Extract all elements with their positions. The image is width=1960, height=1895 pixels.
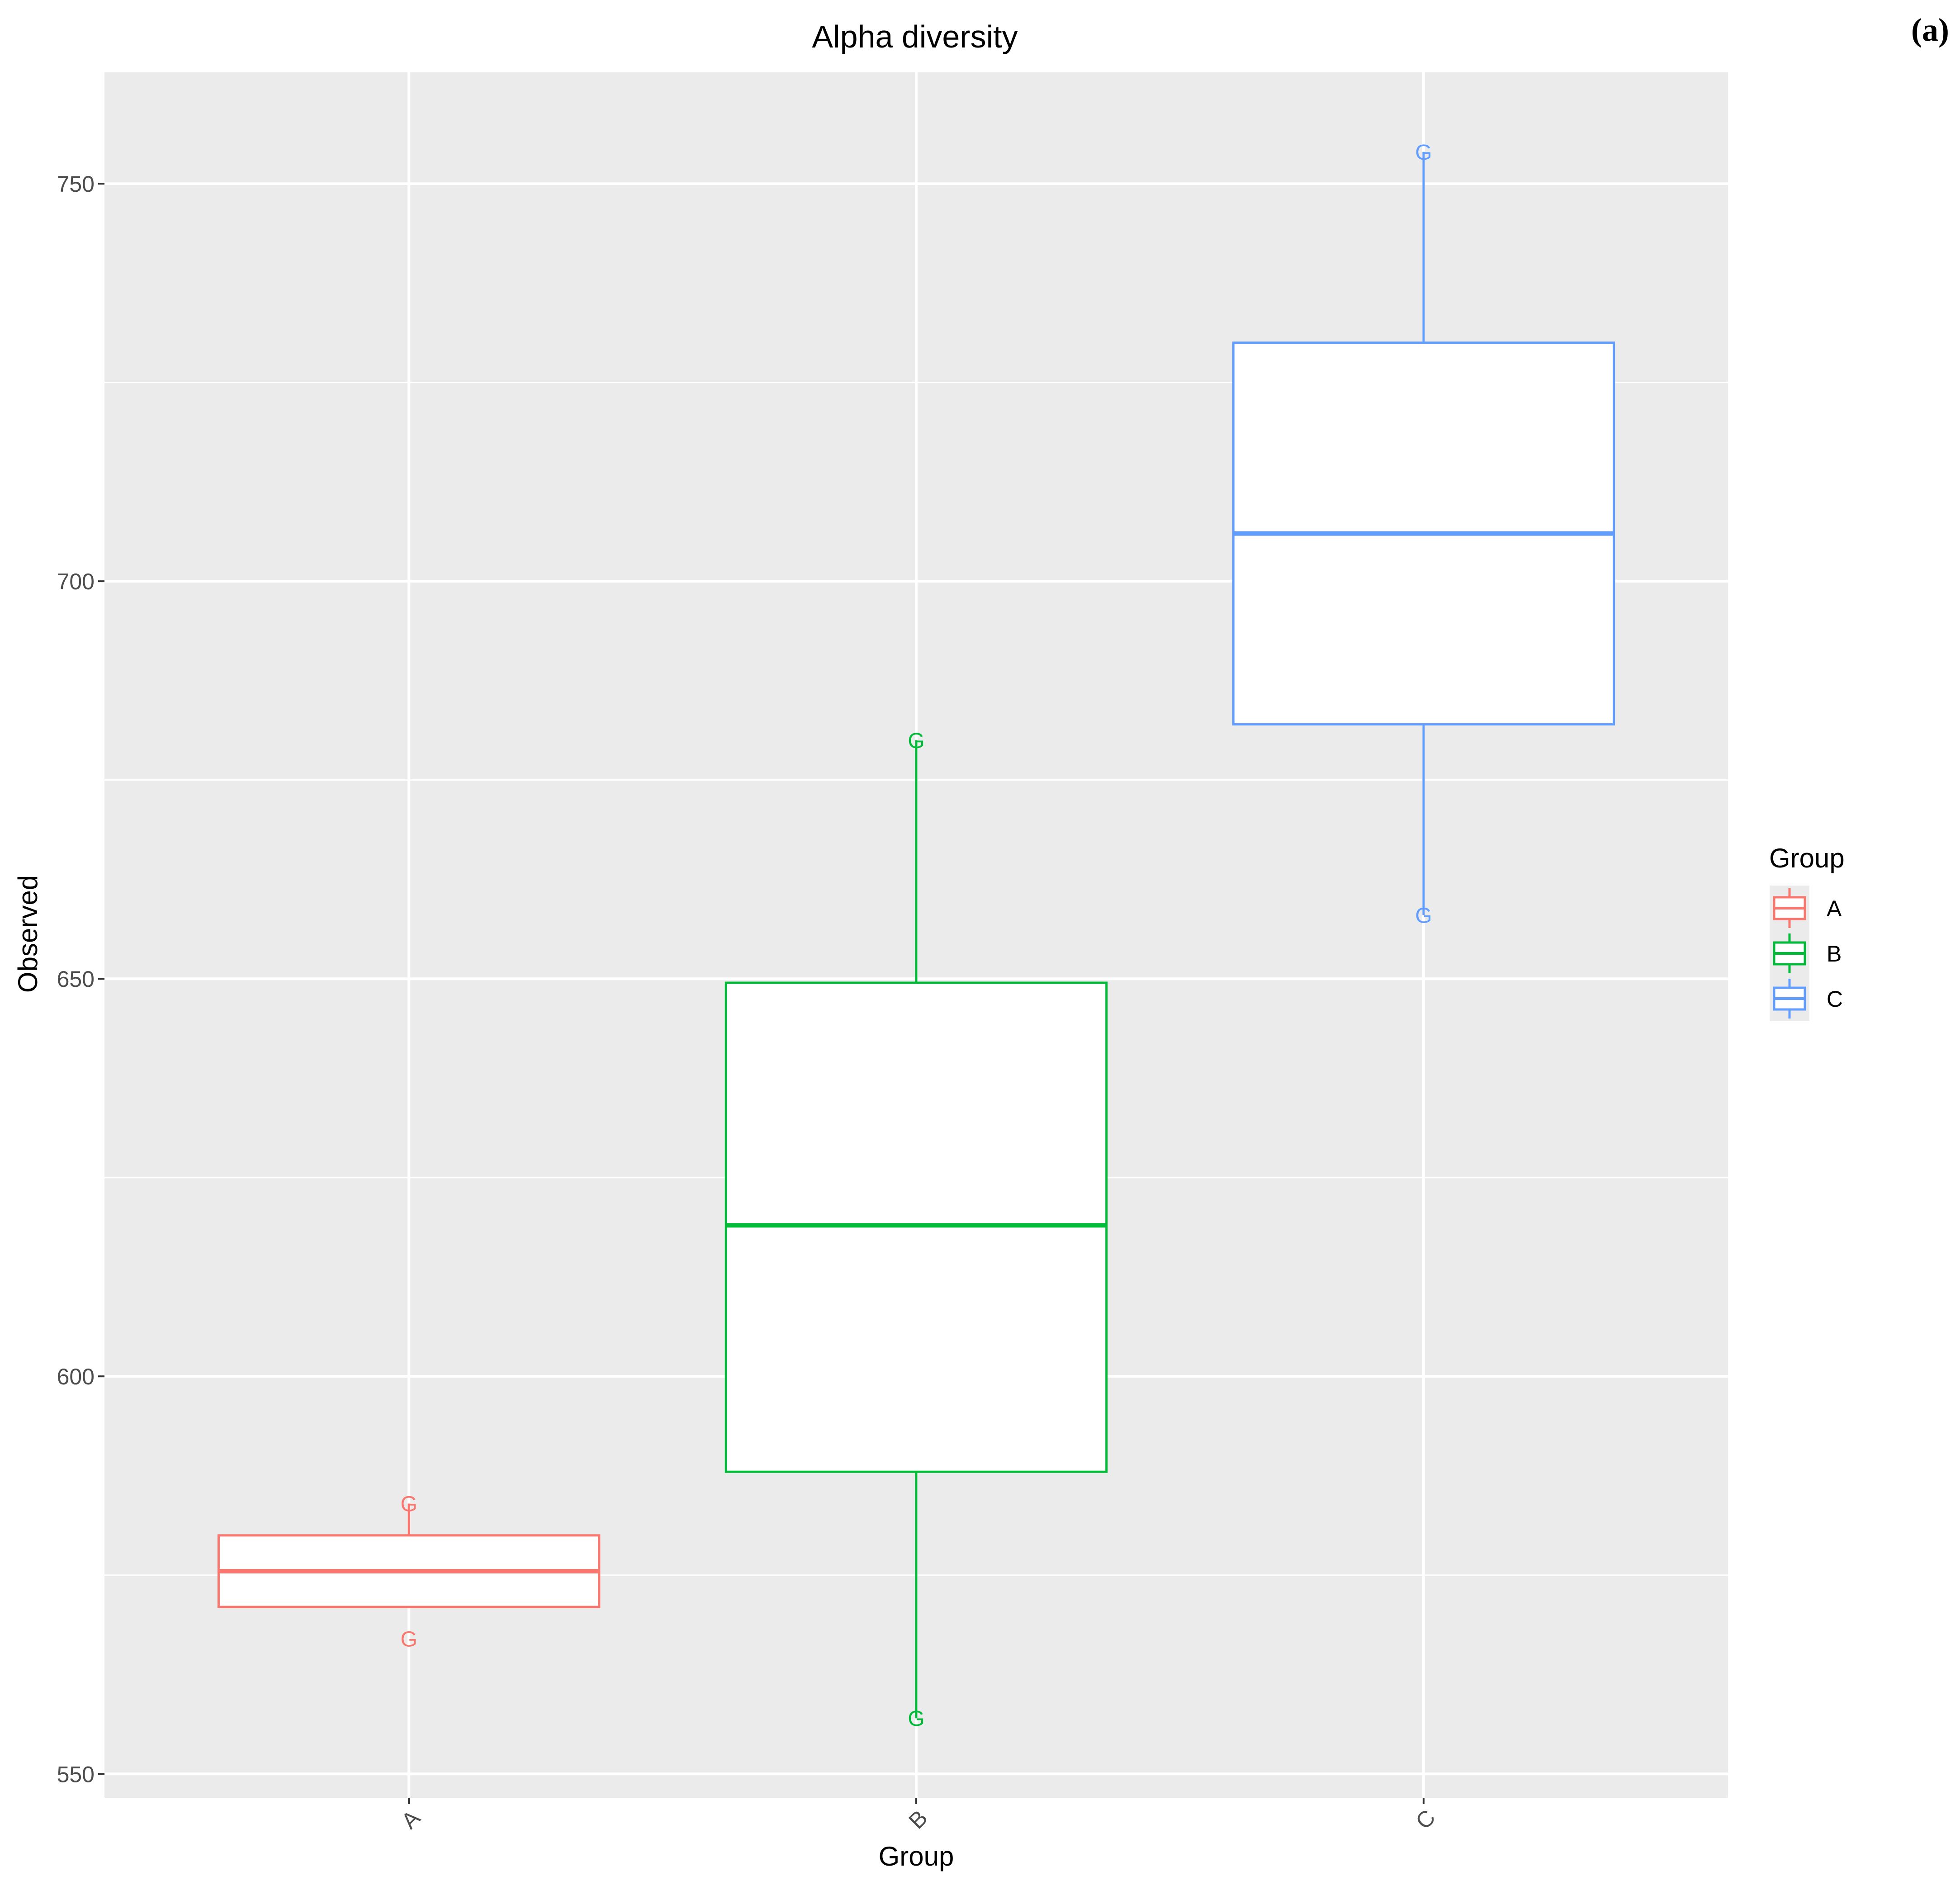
y-tick-label: 600: [57, 1364, 95, 1389]
box-group-c: GG: [1232, 141, 1615, 928]
legend-label: C: [1827, 986, 1843, 1012]
y-tick-label: 550: [57, 1762, 95, 1787]
legend-item-b: B: [1770, 931, 1842, 976]
data-point: G: [400, 1627, 417, 1651]
panel-label: (a): [1911, 12, 1949, 48]
data-point: G: [1415, 141, 1432, 165]
y-tick-label: 700: [57, 569, 95, 594]
legend-item-a: A: [1770, 886, 1842, 931]
y-axis: 550 600 650 700 750: [57, 171, 104, 1787]
legend-keys: ABC: [1770, 886, 1843, 1021]
box-group-b: GG: [724, 729, 1108, 1731]
chart-title: Alpha diversity: [812, 19, 1018, 54]
legend-title: Group: [1769, 843, 1845, 873]
legend-label: B: [1827, 941, 1842, 966]
legend-item-c: C: [1770, 976, 1843, 1021]
y-tick-label: 750: [57, 171, 95, 197]
legend: Group ABC: [1769, 843, 1845, 1021]
data-point: G: [1415, 904, 1432, 928]
y-axis-label: Observed: [13, 875, 43, 993]
legend-label: A: [1827, 896, 1842, 921]
box-group-a: GG: [217, 1492, 601, 1651]
data-point: G: [908, 1707, 924, 1731]
y-tick-label: 650: [57, 966, 95, 992]
data-point: G: [908, 729, 924, 753]
data-point: G: [400, 1492, 417, 1516]
x-axis-label: Group: [879, 1841, 954, 1871]
